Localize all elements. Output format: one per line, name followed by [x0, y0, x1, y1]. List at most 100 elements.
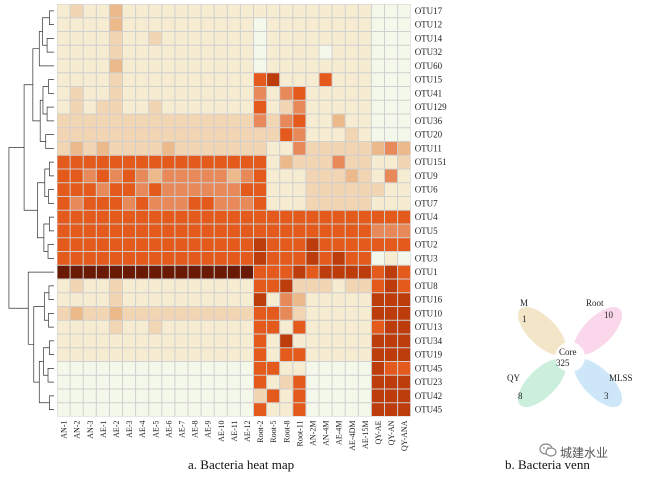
heatmap-cell [319, 114, 332, 128]
heatmap-cell [109, 224, 122, 238]
heatmap-cell [162, 87, 175, 100]
heatmap-cell [83, 73, 96, 86]
column-label: AE-9 [204, 421, 213, 438]
heatmap-cell [267, 59, 280, 73]
heatmap-cell [332, 87, 345, 100]
heatmap-cell [201, 18, 214, 31]
heatmap-cell [83, 183, 96, 196]
heatmap-cell [371, 114, 384, 128]
heatmap-cell [214, 197, 227, 210]
heatmap-cell [188, 279, 201, 293]
heatmap-cell [57, 265, 70, 279]
heatmap-cell [123, 389, 136, 403]
heatmap-cell [358, 320, 371, 334]
heatmap-cell [371, 279, 384, 293]
heatmap-cell [267, 375, 280, 389]
heatmap-cell [227, 210, 240, 224]
heatmap-cell [358, 142, 371, 155]
heatmap-cell [371, 403, 384, 416]
heatmap-cell [240, 265, 253, 279]
heatmap-cell [136, 100, 149, 114]
heatmap-cell [175, 334, 188, 348]
heatmap-cell [201, 224, 214, 238]
dendrogram-branch [49, 161, 54, 177]
heatmap-cell [332, 32, 345, 45]
heatmap-cell [398, 238, 411, 251]
row-label: OTU129 [415, 102, 447, 112]
heatmap-cell [240, 32, 253, 45]
heatmap-cell [149, 183, 162, 196]
heatmap-cell [306, 197, 319, 210]
heatmap-cell [267, 169, 280, 183]
heatmap-cell [227, 320, 240, 334]
heatmap-cell [319, 389, 332, 403]
heatmap-cell [149, 307, 162, 320]
heatmap-cell [57, 87, 70, 100]
heatmap-cell [332, 307, 345, 320]
heatmap-cell [175, 73, 188, 86]
heatmap-cell [162, 73, 175, 86]
heatmap-cell [83, 45, 96, 59]
heatmap-cell [332, 238, 345, 251]
heatmap-cell [201, 265, 214, 279]
heatmap-cell [70, 362, 83, 375]
heatmap-cell [175, 18, 188, 31]
heatmap-cell [136, 252, 149, 265]
heatmap-cell [136, 348, 149, 361]
heatmap-cell [306, 362, 319, 375]
heatmap-cell [267, 334, 280, 348]
heatmap-cell [358, 100, 371, 114]
heatmap-cell [398, 403, 411, 416]
heatmap-cell [280, 348, 293, 361]
venn-set-qy-ellipse [517, 358, 567, 408]
venn-set-m-ellipse [517, 306, 567, 356]
heatmap-cell [306, 320, 319, 334]
heatmap-cell [319, 59, 332, 73]
heatmap-cell [162, 252, 175, 265]
heatmap-cell [267, 210, 280, 224]
heatmap-cell [267, 252, 280, 265]
heatmap-cell [319, 210, 332, 224]
heatmap-cell [149, 210, 162, 224]
heatmap-cell [201, 100, 214, 114]
heatmap-cell [319, 320, 332, 334]
heatmap-cell [267, 279, 280, 293]
heatmap-cell [70, 375, 83, 389]
heatmap-cell [385, 100, 398, 114]
heatmap-cell [70, 128, 83, 141]
heatmap-cell [293, 100, 306, 114]
heatmap-cell [162, 155, 175, 169]
heatmap-cell [240, 362, 253, 375]
heatmap-cell [306, 114, 319, 128]
heatmap-cell [201, 389, 214, 403]
heatmap-cell [306, 18, 319, 31]
heatmap-cell [293, 375, 306, 389]
heatmap-cell [96, 334, 109, 348]
heatmap-cell [70, 183, 83, 196]
heatmap-cell [306, 307, 319, 320]
heatmap-cell [136, 279, 149, 293]
heatmap-cell [345, 59, 358, 73]
heatmap-cell [293, 87, 306, 100]
heatmap-cell [267, 142, 280, 155]
heatmap-cell [358, 238, 371, 251]
heatmap-cell [358, 32, 371, 45]
heatmap-cell [175, 100, 188, 114]
heatmap-cell [57, 307, 70, 320]
heatmap-cell [123, 45, 136, 59]
heatmap-cell [214, 155, 227, 169]
heatmap-cell [345, 307, 358, 320]
heatmap-cell [345, 114, 358, 128]
heatmap-cell [345, 362, 358, 375]
heatmap-cell [371, 87, 384, 100]
heatmap-cell [83, 142, 96, 155]
heatmap-cell [136, 307, 149, 320]
row-label: OTU45 [415, 405, 443, 415]
heatmap-cell [123, 320, 136, 334]
heatmap-cell [345, 210, 358, 224]
column-label: AN-2 [73, 421, 82, 439]
heatmap-cell [267, 224, 280, 238]
dendrogram-branch [49, 395, 54, 410]
heatmap-cell [398, 293, 411, 306]
heatmap-cell [136, 334, 149, 348]
